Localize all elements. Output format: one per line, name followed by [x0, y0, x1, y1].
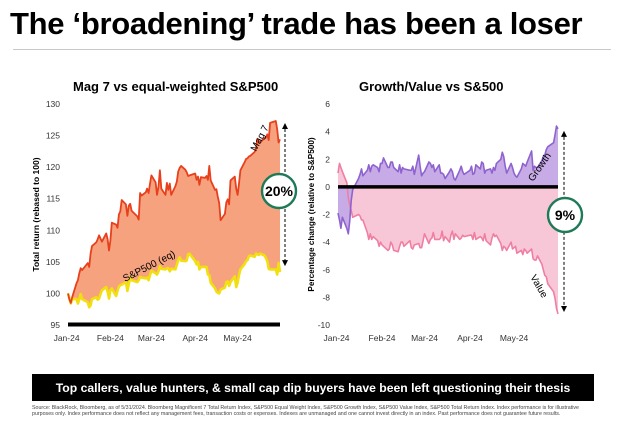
callout-value: 9%: [555, 207, 576, 223]
y-axis-label: Total return (rebased to 100): [31, 157, 41, 271]
x-tick-label: May-24: [500, 333, 529, 343]
gap-arrow-head-up: [282, 123, 288, 130]
y-tick-label: 100: [46, 288, 60, 298]
y-tick-label: 2: [325, 154, 330, 164]
y-tick-label: 110: [46, 225, 60, 235]
y-tick-label: 125: [46, 131, 60, 141]
y-tick-label: 6: [325, 99, 330, 109]
y-tick-label: 0: [325, 182, 330, 192]
source-footnote: Source: BlackRock, Bloomberg, as of 5/31…: [32, 405, 579, 418]
gap-arrow-head-up: [561, 130, 567, 137]
x-tick-label: Feb-24: [97, 333, 124, 343]
sp500-eq-line: [66, 252, 282, 309]
mag7-line: [67, 120, 281, 304]
y-tick-label: -4: [322, 237, 330, 247]
value-area: [338, 163, 558, 314]
gap-area: [68, 121, 280, 308]
y-tick-label: -6: [322, 265, 330, 275]
x-tick-label: Apr-24: [182, 333, 208, 343]
callout-circle: [546, 196, 584, 234]
y-tick-label: -8: [322, 292, 330, 302]
growth-line: [337, 125, 559, 235]
mag7-chart: 95 100 105 110 115 120 125 130 Jan-24 Feb-24 Mar-2…: [31, 99, 298, 343]
x-tick-label: Mar-24: [411, 333, 438, 343]
y-tick-label: 115: [46, 194, 60, 204]
right-chart-title: Growth/Value vs S&500: [359, 79, 504, 94]
gap-arrow-head-down: [561, 305, 567, 312]
y-tick-label: -10: [318, 320, 331, 330]
x-tick-label: Feb-24: [369, 333, 396, 343]
y-tick-label: 120: [46, 162, 60, 172]
x-tick-label: May-24: [223, 333, 252, 343]
callout-circle: [260, 172, 298, 210]
growth-value-chart: -10 -8 -6 -4 -2 0 2 4 6 Jan-24 Feb-24 Mar-24 Apr-24 M…: [307, 99, 584, 343]
y-axis-label: Percentage change (relative to S&P500): [307, 137, 316, 292]
left-chart-title: Mag 7 vs equal-weighted S&P500: [73, 79, 279, 94]
y-tick-label: 95: [51, 320, 61, 330]
value-line: [337, 162, 559, 315]
bottom-banner: Top callers, value hunters, & small cap …: [32, 374, 594, 401]
x-tick-label: Mar-24: [138, 333, 165, 343]
gap-arrow-head-down: [282, 260, 288, 267]
y-tick-label: 4: [325, 127, 330, 137]
x-tick-label: Jan-24: [324, 333, 350, 343]
headline: The ‘broadening’ trade has been a loser: [10, 6, 583, 41]
growth-area: [338, 126, 558, 234]
x-tick-label: Apr-24: [457, 333, 483, 343]
x-tick-label: Jan-24: [54, 333, 80, 343]
y-tick-label: 130: [46, 99, 60, 109]
header-divider: [13, 49, 611, 50]
callout-value: 20%: [265, 183, 294, 199]
y-tick-label: 105: [46, 257, 60, 267]
y-tick-label: -2: [322, 210, 330, 220]
